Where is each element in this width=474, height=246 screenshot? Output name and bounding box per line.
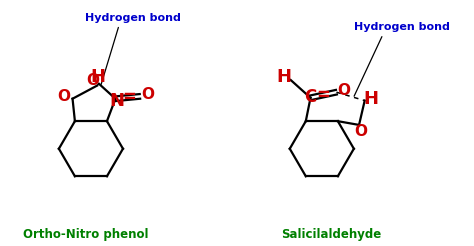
Text: Salicilaldehyde: Salicilaldehyde xyxy=(281,228,382,241)
Text: =: = xyxy=(316,86,330,105)
Text: O: O xyxy=(337,83,350,98)
Text: Hydrogen bond: Hydrogen bond xyxy=(85,13,181,23)
Text: O: O xyxy=(57,89,71,104)
Text: Hydrogen bond: Hydrogen bond xyxy=(354,22,450,32)
Text: =: = xyxy=(123,88,137,106)
Text: O: O xyxy=(355,124,367,139)
Text: N: N xyxy=(110,92,125,110)
Text: C: C xyxy=(304,88,317,106)
Text: O: O xyxy=(86,74,99,89)
Text: O: O xyxy=(141,87,154,102)
Text: H: H xyxy=(364,90,379,108)
Text: H: H xyxy=(277,68,292,86)
Text: H: H xyxy=(90,68,105,86)
Text: Ortho-Nitro phenol: Ortho-Nitro phenol xyxy=(23,228,149,241)
